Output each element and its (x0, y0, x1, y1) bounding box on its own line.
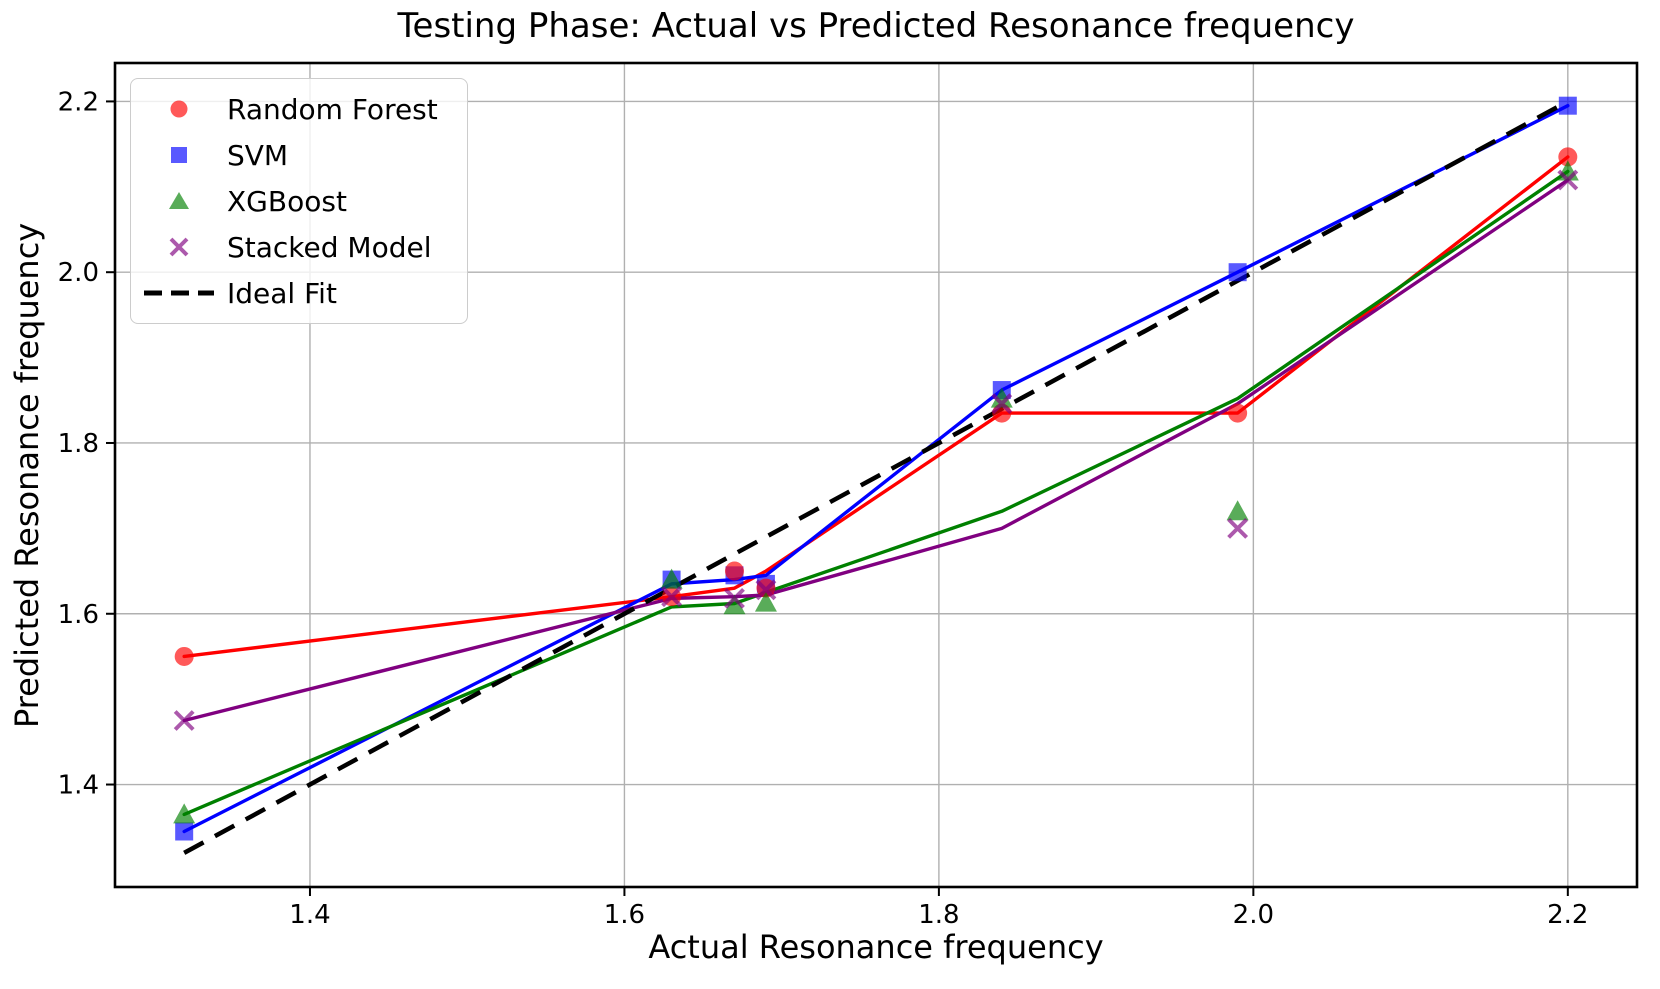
marker-xgboost (723, 594, 746, 615)
marker-stacked-model (724, 587, 745, 609)
x-tick-label: 1.6 (604, 900, 645, 930)
legend-circle-icon (131, 97, 227, 121)
legend-square-icon (131, 143, 227, 167)
ideal-fit-line (183, 99, 1569, 855)
marker-stacked-model (661, 586, 683, 608)
y-tick-label: 2.2 (58, 87, 99, 117)
legend-dashed-line-icon (131, 287, 227, 299)
x-tick-label: 2.2 (1547, 900, 1588, 930)
legend-label: SVM (227, 138, 289, 172)
marker-xgboost (990, 387, 1013, 408)
marker-xgboost (173, 803, 196, 824)
legend-label: Stacked Model (227, 230, 432, 264)
marker-stacked-model (173, 710, 195, 731)
marker-random-forest (1558, 147, 1578, 167)
legend-item-xgboost: XGBoost (131, 178, 467, 224)
x-tick-label: 1.4 (289, 900, 330, 930)
legend-label: XGBoost (227, 184, 347, 218)
chart-title: Testing Phase: Actual vs Predicted Reson… (397, 6, 1355, 46)
plot-border (113, 61, 1639, 889)
legend-item-ideal-fit: Ideal Fit (131, 270, 467, 316)
y-axis-label: Predicted Resonance frequency (8, 222, 46, 728)
marker-random-forest (174, 646, 194, 666)
legend-item-svm: SVM (131, 132, 467, 178)
legend-item-random-forest: Random Forest (131, 86, 467, 132)
legend-triangle-icon (131, 189, 227, 213)
marker-xgboost (1226, 500, 1249, 521)
marker-svm (1228, 263, 1247, 282)
legend: Random Forest SVM XGBoost Stacked Model … (130, 78, 468, 324)
legend-item-stacked-model: Stacked Model (131, 224, 467, 270)
legend-x-icon (131, 235, 227, 259)
x-tick-label: 1.8 (918, 900, 959, 930)
marker-stacked-model (991, 393, 1013, 415)
x-axis-label: Actual Resonance frequency (648, 928, 1104, 966)
y-tick-label: 1.6 (58, 600, 99, 630)
y-tick-label: 2.0 (58, 258, 99, 288)
marker-random-forest (1228, 403, 1248, 423)
marker-xgboost (660, 568, 683, 589)
marker-xgboost (754, 591, 777, 612)
x-tick-label: 2.0 (1233, 900, 1274, 930)
marker-stacked-model (1227, 517, 1249, 539)
y-tick-label: 1.8 (58, 429, 99, 459)
y-tick-label: 1.4 (58, 771, 99, 801)
legend-label: Ideal Fit (227, 276, 337, 310)
marker-svm (175, 822, 194, 841)
marker-random-forest (724, 561, 744, 581)
marker-stacked-model (1557, 169, 1579, 191)
legend-label: Random Forest (227, 92, 438, 126)
marker-svm (1558, 96, 1577, 115)
marker-stacked-model (755, 579, 777, 601)
